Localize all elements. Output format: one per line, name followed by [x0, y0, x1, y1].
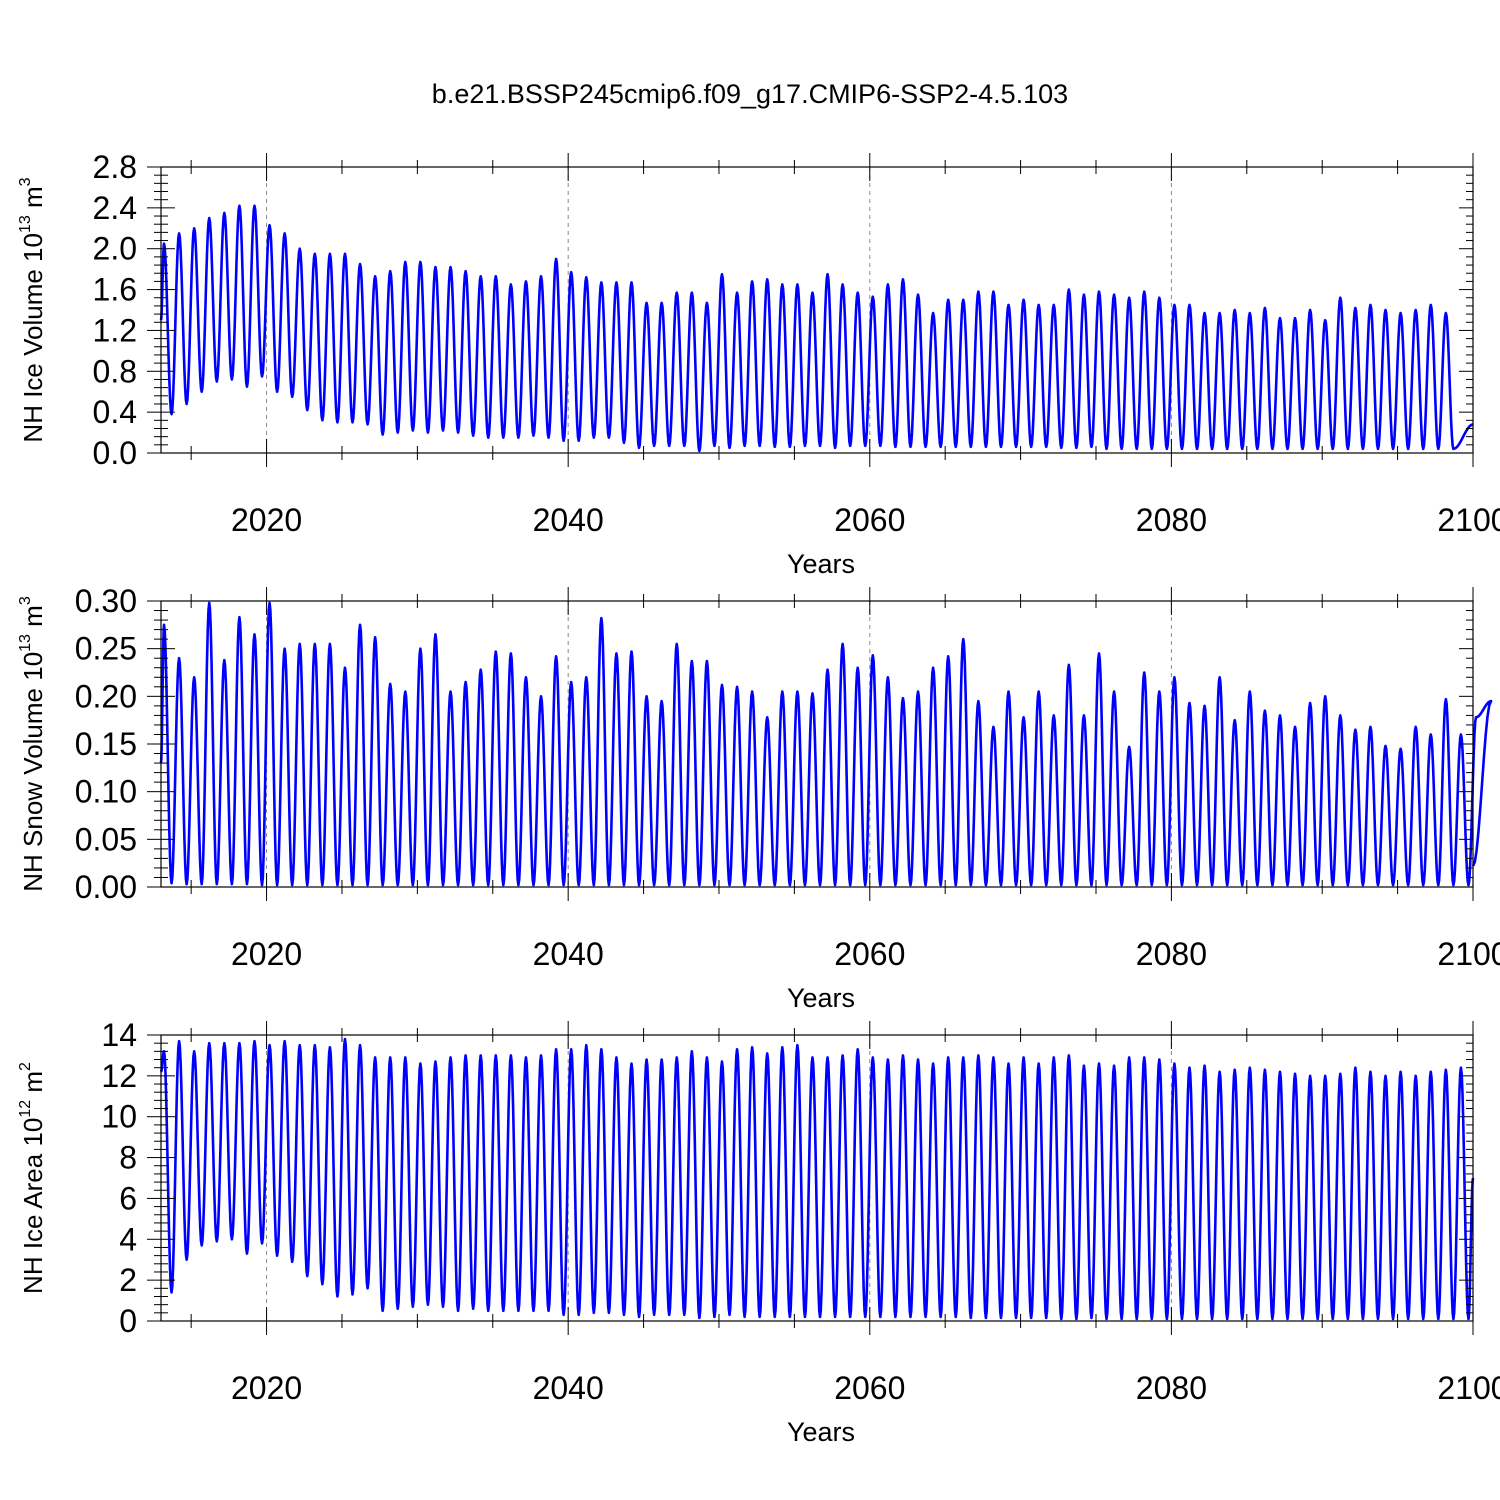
y-axis-label: NH Snow Volume 1013 m3 [17, 596, 48, 892]
y-tick-label: 14 [101, 1017, 137, 1053]
y-axis-label: NH Ice Volume 1013 m3 [17, 177, 48, 442]
x-tick-label: 2040 [533, 502, 604, 538]
y-tick-label: 2.8 [93, 149, 137, 185]
x-tick-label: 2060 [834, 502, 905, 538]
x-tick-label: 2060 [834, 936, 905, 972]
x-tick-label: 2100 [1437, 936, 1500, 972]
y-tick-label: 2.0 [93, 231, 137, 267]
y-label-main: NH Snow Volume 10 [18, 652, 48, 892]
panel-ice-volume: 0.0 0.4 0.8 1.2 1.6 2.0 2.4 2.8 2020 2040 2060 2080… [17, 149, 1500, 579]
y-label-main: NH Ice Area 10 [18, 1118, 48, 1294]
y-tick-label: 0.4 [93, 394, 137, 430]
y-label-unit: m [18, 1071, 48, 1100]
figure: b.e21.BSSP245cmip6.f09_g17.CMIP6-SSP2-4.… [0, 0, 1500, 1500]
y-tick-label: 0.25 [75, 631, 137, 667]
y-axis-label: NH Ice Area 1012 m2 [17, 1062, 48, 1294]
x-axis-label: Years [787, 549, 855, 579]
y-tick-label: 0.05 [75, 821, 137, 857]
series-line [161, 1039, 1473, 1319]
y-tick-label: 0.00 [75, 869, 137, 905]
y-tick-label: 0.15 [75, 726, 137, 762]
y-label-unit: m [18, 605, 48, 634]
x-tick-label: 2020 [231, 1370, 302, 1406]
y-tick-label: 1.6 [93, 272, 137, 308]
x-tick-label: 2100 [1437, 502, 1500, 538]
panel-snow-volume: 0.00 0.05 0.10 0.15 0.20 0.25 0.30 2020 2040 2060… [17, 583, 1500, 1013]
x-tick-label: 2020 [231, 502, 302, 538]
y-tick-label: 0.0 [93, 435, 137, 471]
y-tick-label: 0 [119, 1303, 137, 1339]
x-tick-label: 2020 [231, 936, 302, 972]
x-tick-label: 2080 [1136, 502, 1207, 538]
y-tick-label: 6 [119, 1180, 137, 1216]
series-line [161, 206, 1473, 451]
y-tick-label: 8 [119, 1140, 137, 1176]
chart-title: b.e21.BSSP245cmip6.f09_g17.CMIP6-SSP2-4.… [432, 79, 1068, 109]
y-tick-label: 0.30 [75, 583, 137, 619]
y-tick-label: 0.20 [75, 678, 137, 714]
y-label-unit-exponent: 3 [17, 177, 34, 186]
x-tick-label: 2040 [533, 1370, 604, 1406]
x-tick-label: 2080 [1136, 936, 1207, 972]
x-tick-label: 2060 [834, 1370, 905, 1406]
y-label-exponent: 12 [17, 1100, 34, 1118]
y-tick-label: 0.8 [93, 353, 137, 389]
y-label-exponent: 13 [17, 634, 34, 652]
x-tick-label: 2080 [1136, 1370, 1207, 1406]
y-tick-label: 1.2 [93, 312, 137, 348]
x-axis-label: Years [787, 1417, 855, 1447]
x-tick-label: 2100 [1437, 1370, 1500, 1406]
y-tick-label: 12 [101, 1058, 137, 1094]
y-tick-label: 2 [119, 1262, 137, 1298]
series-line [161, 603, 1491, 885]
y-label-unit: m [18, 186, 48, 215]
y-tick-label: 0.10 [75, 774, 137, 810]
y-label-exponent: 13 [17, 215, 34, 233]
y-label-unit-exponent: 2 [17, 1062, 34, 1071]
y-tick-label: 2.4 [93, 190, 137, 226]
y-tick-label: 4 [119, 1221, 137, 1257]
x-axis-label: Years [787, 983, 855, 1013]
y-label-main: NH Ice Volume 10 [18, 233, 48, 443]
y-label-unit-exponent: 3 [17, 596, 34, 605]
y-tick-label: 10 [101, 1099, 137, 1135]
x-tick-label: 2040 [533, 936, 604, 972]
panel-ice-area: 0 2 4 6 8 10 12 14 2020 2040 2060 2080 2100 Years NH I… [17, 1017, 1500, 1447]
